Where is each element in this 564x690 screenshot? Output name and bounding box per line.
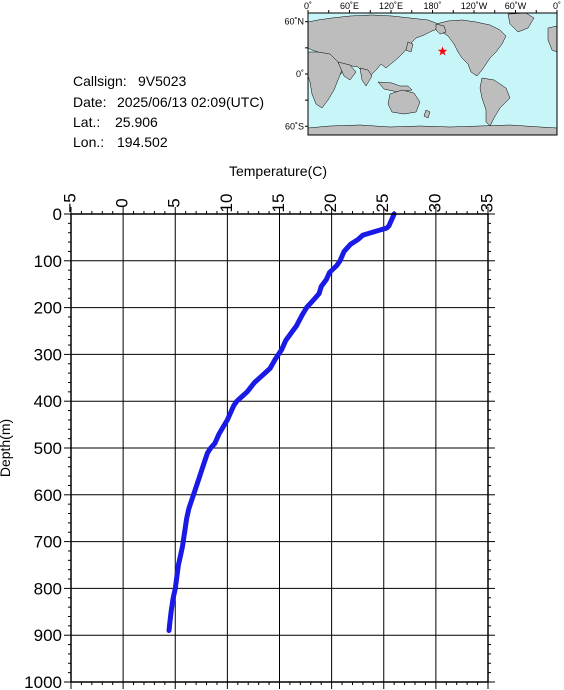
map-lat-labels: 60˚N 0˚ 60˚S — [284, 17, 304, 132]
y-tick-label: 100 — [34, 252, 62, 271]
x-tick-label: 30 — [425, 194, 444, 213]
land-north-america — [435, 19, 507, 77]
land-alaska — [435, 23, 447, 35]
x-tick-label: 15 — [269, 194, 288, 213]
y-tick-label: 400 — [34, 392, 62, 411]
map-lon-labels: 0˚ 60˚E 120˚E 180˚ 120˚W 60˚W 0˚ — [304, 1, 561, 11]
land-greenland — [507, 13, 535, 33]
y-tick-label: 300 — [34, 345, 62, 364]
x-tick-label: 25 — [373, 194, 392, 213]
station-info: Callsign: 9V5023 Date: 2025/06/13 02:09(… — [73, 73, 264, 150]
x-tick-labels: −5 0 5 10 15 20 25 30 35 — [60, 193, 496, 212]
y-tick-label: 500 — [34, 439, 62, 458]
map-lon-label: 180˚ — [423, 1, 441, 11]
map-lat-label: 60˚N — [284, 17, 304, 27]
x-axis-title: Temperature(C) — [229, 163, 327, 179]
temperature-profile-line — [166, 211, 397, 633]
land-arabia — [337, 61, 357, 81]
land-nz — [423, 109, 431, 119]
lat-label: Lat.: — [73, 114, 100, 130]
land-indonesia — [377, 81, 413, 93]
land-europe-west — [547, 25, 557, 53]
land-india — [359, 67, 373, 87]
x-tick-label: 0 — [113, 198, 132, 207]
x-tick-label: 20 — [321, 194, 340, 213]
y-tick-label: 0 — [53, 205, 62, 224]
x-tick-label: 5 — [165, 198, 184, 207]
y-axis-title: Depth(m) — [0, 419, 13, 477]
callsign-value: 9V5023 — [138, 73, 186, 89]
callsign-label: Callsign: — [73, 73, 127, 89]
y-tick-label: 800 — [34, 579, 62, 598]
chart-grid — [70, 213, 489, 683]
series-layer — [166, 211, 397, 633]
profile-chart: Temperature(C) Depth(m) −5 0 5 10 15 20 25 30 35… — [0, 163, 496, 690]
world-map: 0˚ 60˚E 120˚E 180˚ 120˚W 60˚W 0˚ 60˚N0˚60˚S — [284, 1, 561, 136]
map-frame-ticks — [305, 10, 558, 127]
map-lon-label: 60˚W — [505, 1, 527, 11]
land-south-america — [479, 77, 511, 127]
lon-value: 194.502 — [117, 134, 168, 150]
x-tick-label: 35 — [477, 194, 496, 213]
date-label: Date: — [73, 94, 106, 110]
lon-label: Lon.: — [73, 134, 104, 150]
map-lon-label: 120˚W — [461, 1, 488, 11]
map-lon-label: 0˚ — [304, 1, 312, 11]
y-tick-label: 1000 — [24, 673, 62, 690]
date-value: 2025/06/13 02:09(UTC) — [117, 94, 264, 110]
y-tick-labels: 0 100 200 300 400 500 600 700 800 900 1000 — [24, 205, 62, 690]
land-japan — [405, 41, 414, 53]
plot-frame — [70, 213, 489, 683]
map-lat-label: 60˚S — [285, 121, 304, 131]
y-tick-label: 600 — [34, 486, 62, 505]
y-tick-label: 700 — [34, 533, 62, 552]
map-land — [308, 13, 557, 135]
map-lon-label: 60˚E — [340, 1, 359, 11]
land-antarctica — [308, 124, 557, 135]
x-tick-label: 10 — [217, 194, 236, 213]
x-tick-label: −5 — [60, 193, 79, 212]
station-marker-star-icon — [437, 46, 448, 56]
map-lat-label: 0˚ — [296, 69, 304, 79]
land-australia — [387, 89, 421, 115]
land-africa — [308, 51, 343, 109]
y-tick-label: 200 — [34, 299, 62, 318]
plot-frame-border — [70, 213, 489, 683]
map-lon-label: 0˚ — [553, 1, 561, 11]
lat-value: 25.906 — [115, 114, 158, 130]
map-lon-label: 120˚E — [379, 1, 403, 11]
y-tick-label: 900 — [34, 626, 62, 645]
